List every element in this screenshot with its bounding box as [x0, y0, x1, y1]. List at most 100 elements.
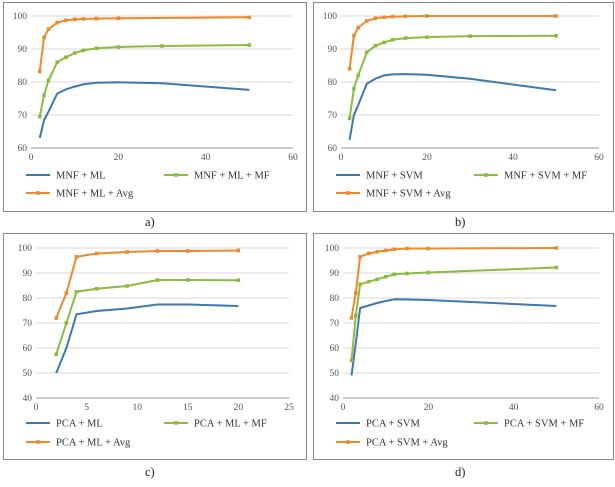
legend-label: PCA + SVM — [366, 419, 420, 430]
data-point — [74, 289, 79, 294]
legend-label: MNF + SVM + MF — [504, 171, 587, 182]
chart-panel-c: 40 50 60 70 80 90 100 0 5 10 15 20 25 PCA + ML PCA + M… — [3, 233, 307, 460]
y-tick-label: 70 — [23, 319, 33, 329]
series-line-blue — [348, 73, 557, 140]
line-chart: 40 50 60 70 80 90 100 0 20 40 60 PCA + SVM PCA + SVM… — [325, 244, 604, 449]
legend-marker — [484, 421, 488, 425]
y-tick-label: 40 — [330, 394, 340, 404]
legend-label: MNF + ML — [56, 171, 106, 182]
x-tick-label: 20 — [424, 403, 434, 413]
y-tick-label: 90 — [18, 45, 28, 55]
data-point — [373, 43, 378, 48]
series-line-blue — [350, 298, 557, 376]
data-point — [390, 37, 395, 42]
data-point — [37, 114, 42, 119]
data-point — [74, 254, 79, 259]
data-point — [468, 34, 472, 38]
data-point — [236, 278, 241, 283]
x-tick-label: 20 — [234, 403, 244, 413]
y-tick-label: 70 — [330, 319, 340, 329]
line-chart: 60 70 80 90 100 0 20 40 60 MNF + SVM MNF + SVM + M… — [323, 12, 604, 200]
data-point — [365, 19, 369, 23]
x-tick-label: 10 — [132, 403, 142, 413]
x-tick-label: 20 — [114, 153, 124, 163]
data-point — [554, 265, 559, 270]
data-point — [347, 116, 352, 121]
y-tick-label: 70 — [18, 111, 28, 121]
data-point — [366, 251, 371, 256]
x-tick-label: 20 — [422, 153, 432, 163]
data-point — [356, 73, 360, 78]
y-tick-label: 100 — [323, 12, 338, 22]
data-point — [46, 78, 51, 83]
data-point — [426, 270, 431, 275]
series-line-green — [38, 44, 250, 117]
legend-label: PCA + SVM + Avg — [366, 438, 448, 449]
data-point — [64, 18, 68, 23]
legend-marker — [174, 421, 178, 425]
data-point — [365, 50, 369, 55]
x-tick-label: 40 — [201, 153, 211, 163]
data-point — [125, 250, 129, 254]
legend-label: PCA + ML + Avg — [56, 438, 131, 449]
y-tick-label: 60 — [330, 344, 340, 354]
series-line-blue — [55, 303, 239, 374]
series-line-blue — [38, 81, 250, 139]
legend-label: PCA + ML — [56, 419, 103, 430]
line-chart: 40 50 60 70 80 90 100 0 5 10 15 20 25 PCA + ML PCA + M… — [18, 244, 294, 449]
data-point — [94, 46, 99, 51]
legend-label: PCA + SVM + MF — [504, 419, 584, 430]
data-point — [155, 278, 160, 282]
data-point — [42, 35, 46, 40]
y-tick-label: 60 — [18, 144, 28, 154]
legend-label: PCA + ML + MF — [194, 419, 267, 430]
series-line-green — [55, 279, 239, 355]
series-line-green — [350, 266, 557, 361]
line-chart: 60 70 80 90 100 0 20 40 60 MNF + ML MNF + ML + MF M… — [13, 12, 298, 200]
data-point — [383, 274, 388, 279]
data-point — [425, 14, 429, 18]
y-tick-label: 80 — [23, 294, 33, 304]
y-tick-label: 80 — [330, 294, 340, 304]
data-point — [358, 254, 362, 259]
data-point — [94, 286, 99, 291]
data-point — [405, 246, 409, 251]
x-tick-label: 40 — [508, 153, 518, 163]
x-tick-label: 25 — [284, 403, 294, 413]
legend-marker — [484, 173, 488, 177]
y-tick-label: 50 — [23, 369, 33, 379]
data-point — [347, 67, 352, 71]
data-point — [358, 282, 362, 287]
data-point — [382, 40, 386, 45]
data-point — [64, 55, 68, 60]
data-point — [186, 249, 190, 253]
data-point — [55, 20, 59, 25]
legend-marker — [36, 440, 40, 444]
x-tick-label: 60 — [594, 153, 604, 163]
data-point — [236, 248, 241, 253]
data-point — [554, 34, 558, 38]
data-point — [354, 313, 358, 318]
chart-panel-d: 40 50 60 70 80 90 100 0 20 40 60 PCA + SVM PCA + SVM… — [313, 233, 614, 460]
data-point — [403, 36, 408, 40]
data-point — [352, 34, 356, 38]
data-point — [352, 86, 356, 91]
data-point — [186, 278, 190, 282]
caption-d: d) — [455, 465, 466, 479]
legend-marker — [346, 440, 350, 444]
data-point — [94, 16, 99, 21]
data-point — [55, 60, 59, 64]
data-point — [349, 316, 354, 320]
data-point — [64, 321, 69, 325]
y-tick-label: 100 — [18, 244, 33, 254]
data-point — [366, 279, 371, 284]
y-tick-label: 90 — [328, 45, 338, 55]
data-point — [554, 246, 559, 250]
data-point — [72, 51, 77, 55]
y-tick-label: 90 — [330, 269, 340, 279]
data-point — [160, 44, 164, 48]
data-point — [554, 14, 558, 18]
caption-c: c) — [145, 465, 155, 479]
data-point — [247, 15, 252, 20]
data-point — [116, 16, 121, 21]
